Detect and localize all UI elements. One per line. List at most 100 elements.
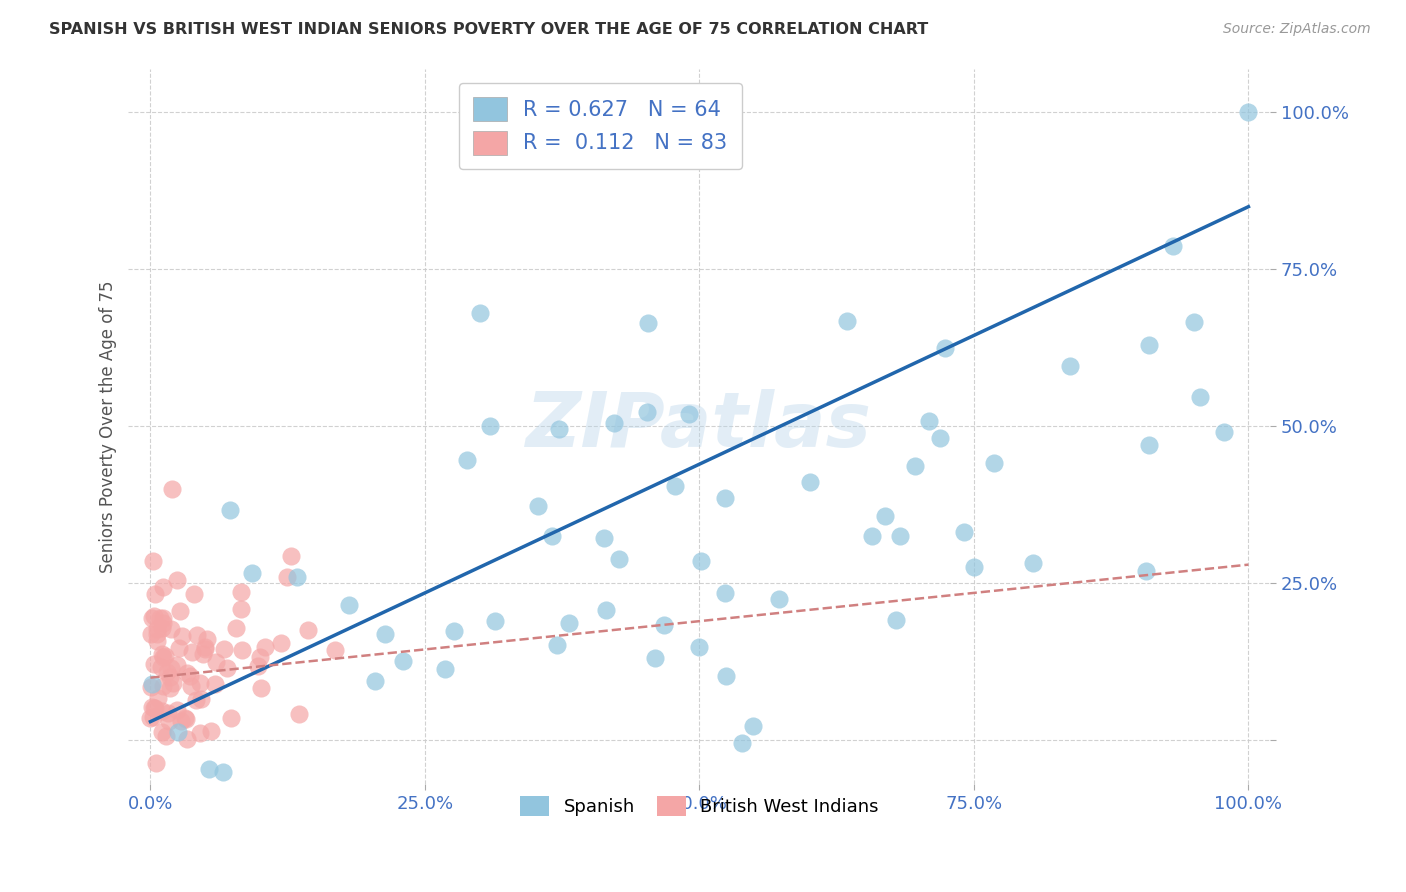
Point bbox=[1022, 556, 1045, 570]
Point bbox=[953, 525, 976, 540]
Point bbox=[904, 459, 927, 474]
Point bbox=[153, 648, 176, 663]
Point bbox=[468, 306, 491, 320]
Point bbox=[374, 627, 396, 641]
Point bbox=[167, 641, 190, 656]
Point bbox=[889, 529, 911, 543]
Point bbox=[835, 314, 858, 328]
Point bbox=[1237, 105, 1260, 120]
Point bbox=[768, 592, 790, 607]
Point bbox=[166, 658, 188, 673]
Point bbox=[194, 642, 217, 657]
Point bbox=[142, 700, 165, 714]
Point bbox=[484, 614, 506, 628]
Point bbox=[546, 638, 568, 652]
Point bbox=[146, 691, 169, 706]
Point bbox=[150, 647, 173, 661]
Point bbox=[162, 675, 184, 690]
Point bbox=[142, 709, 165, 723]
Point bbox=[249, 650, 271, 665]
Point bbox=[170, 714, 193, 728]
Point bbox=[142, 609, 165, 624]
Point bbox=[287, 706, 309, 721]
Point bbox=[150, 725, 173, 739]
Point bbox=[204, 677, 226, 691]
Point bbox=[160, 623, 183, 637]
Point bbox=[607, 551, 630, 566]
Point bbox=[297, 623, 319, 637]
Point bbox=[145, 756, 167, 770]
Point bbox=[184, 692, 207, 706]
Point bbox=[963, 560, 986, 574]
Point bbox=[190, 691, 212, 706]
Point bbox=[873, 508, 896, 523]
Text: ZIPatlas: ZIPatlas bbox=[526, 390, 873, 464]
Point bbox=[152, 580, 174, 594]
Point bbox=[174, 712, 197, 726]
Point bbox=[253, 640, 276, 654]
Point bbox=[195, 632, 218, 646]
Point bbox=[150, 621, 173, 635]
Point bbox=[731, 736, 754, 750]
Point bbox=[478, 419, 501, 434]
Point bbox=[364, 674, 387, 689]
Point bbox=[249, 681, 271, 695]
Point bbox=[166, 703, 188, 717]
Point bbox=[159, 681, 181, 696]
Point bbox=[169, 604, 191, 618]
Point bbox=[678, 408, 700, 422]
Point bbox=[557, 615, 579, 630]
Point bbox=[174, 710, 197, 724]
Point bbox=[280, 549, 302, 563]
Point bbox=[180, 679, 202, 693]
Point bbox=[714, 668, 737, 682]
Point bbox=[240, 566, 263, 580]
Point bbox=[595, 603, 617, 617]
Point bbox=[1135, 564, 1157, 578]
Point bbox=[443, 624, 465, 639]
Point bbox=[1137, 337, 1160, 351]
Point bbox=[200, 724, 222, 739]
Point bbox=[285, 569, 308, 583]
Point bbox=[146, 622, 169, 636]
Point bbox=[139, 627, 162, 641]
Point bbox=[145, 587, 167, 601]
Point bbox=[150, 660, 173, 674]
Point bbox=[218, 503, 240, 517]
Point bbox=[548, 422, 571, 436]
Point bbox=[652, 618, 675, 632]
Point bbox=[155, 729, 177, 743]
Point bbox=[179, 669, 201, 683]
Text: Source: ZipAtlas.com: Source: ZipAtlas.com bbox=[1223, 22, 1371, 37]
Point bbox=[337, 598, 360, 612]
Point bbox=[143, 701, 166, 715]
Point bbox=[152, 650, 174, 665]
Point bbox=[637, 317, 659, 331]
Point bbox=[541, 529, 564, 543]
Point bbox=[1161, 239, 1184, 253]
Point bbox=[183, 586, 205, 600]
Point bbox=[323, 642, 346, 657]
Point bbox=[593, 531, 616, 545]
Point bbox=[197, 762, 219, 776]
Point bbox=[152, 611, 174, 625]
Point bbox=[211, 764, 233, 779]
Point bbox=[688, 640, 710, 654]
Point bbox=[714, 491, 737, 506]
Point bbox=[194, 640, 217, 655]
Point bbox=[246, 658, 269, 673]
Point bbox=[152, 615, 174, 630]
Point bbox=[689, 554, 711, 568]
Point bbox=[1182, 315, 1205, 329]
Point bbox=[231, 602, 253, 616]
Point bbox=[166, 724, 188, 739]
Point bbox=[176, 665, 198, 680]
Point bbox=[190, 676, 212, 690]
Point bbox=[434, 662, 457, 676]
Point bbox=[156, 665, 179, 680]
Point bbox=[799, 475, 821, 489]
Point bbox=[456, 453, 478, 467]
Point bbox=[146, 627, 169, 641]
Point bbox=[623, 130, 645, 145]
Point bbox=[191, 647, 214, 661]
